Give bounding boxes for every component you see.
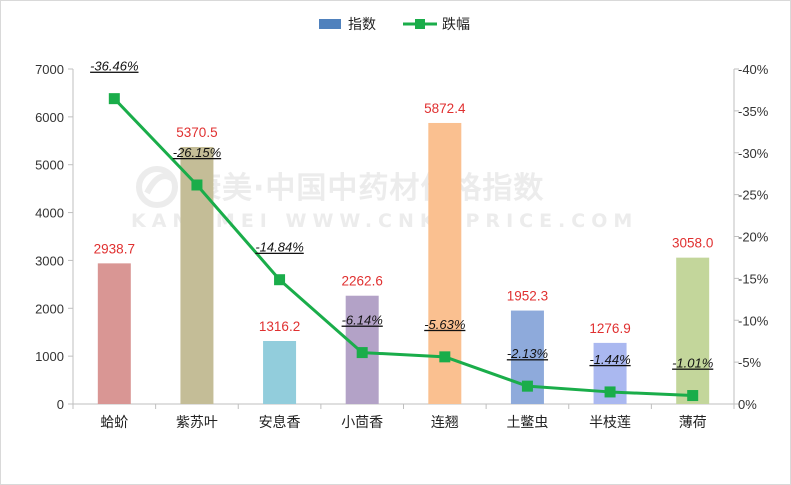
right-tick-label: -35% [738, 104, 769, 119]
legend-bar-label: 指数 [348, 17, 376, 33]
left-tick-label: 4000 [35, 206, 64, 221]
line-series [108, 93, 699, 402]
axes: 0 1000 2000 3000 4000 5000 6000 7000 0% -5% -10% -1… [35, 62, 769, 431]
category-label: 连翘 [431, 415, 459, 431]
right-tick-label: -5% [738, 355, 762, 370]
category-label: 薄荷 [679, 415, 707, 431]
bar [97, 263, 131, 404]
decline-value-label: -36.46% [90, 59, 138, 74]
left-tick-label: 6000 [35, 110, 64, 125]
bar [676, 257, 710, 404]
decline-value-label: -6.14% [342, 313, 383, 328]
right-tick-label: -10% [738, 313, 769, 328]
right-tick-label: -20% [738, 230, 769, 245]
bar-value-label: 2938.7 [94, 241, 135, 256]
bar-value-label: 5370.5 [176, 125, 217, 140]
category-label: 安息香 [259, 414, 301, 431]
decline-value-label: -14.84% [255, 240, 303, 255]
category-label: 小茴香 [341, 415, 383, 431]
left-tick-label: 2000 [35, 301, 64, 316]
right-tick-label: -25% [738, 188, 769, 203]
decline-value-label: -2.13% [507, 346, 548, 361]
bar-value-label: 1276.9 [589, 321, 630, 336]
line-point-marker [439, 351, 451, 363]
decline-value-label: -1.44% [589, 352, 630, 367]
bar-value-label: 3058.0 [672, 236, 713, 251]
category-label: 蛤蚧 [100, 415, 128, 431]
bar-value-label: 2262.6 [342, 274, 383, 289]
line-point-marker [108, 93, 120, 105]
bar [263, 341, 297, 404]
watermark: 康美·中国中药材价格指数 KANGMEI WWW.CNKMPRICE.COM [131, 166, 638, 232]
left-tick-label: 5000 [35, 158, 64, 173]
bar-value-label: 1316.2 [259, 319, 300, 334]
decline-value-label: -26.15% [173, 145, 221, 160]
line-point-marker [356, 347, 368, 359]
left-tick-label: 0 [57, 397, 64, 412]
category-label: 半枝莲 [589, 415, 631, 431]
line-point-marker [521, 380, 533, 392]
category-label: 土鳖虫 [506, 415, 548, 431]
bar-value-label: 1952.3 [507, 289, 548, 304]
right-tick-label: -15% [738, 271, 769, 286]
right-tick-label: 0% [738, 397, 757, 412]
line-point-marker [687, 390, 699, 402]
right-tick-label: -40% [738, 62, 769, 77]
legend-bar-swatch [319, 19, 341, 29]
legend: 指数 跌幅 [319, 17, 470, 33]
line-point-marker [191, 179, 203, 191]
decline-value-label: -5.63% [424, 317, 465, 332]
right-tick-label: -30% [738, 146, 769, 161]
line-point-marker [274, 274, 286, 286]
legend-line-label: 跌幅 [442, 17, 470, 33]
watermark-english-text: KANGMEI WWW.CNKMPRICE.COM [131, 210, 638, 232]
decline-value-label: -1.01% [672, 356, 713, 371]
left-tick-label: 1000 [35, 349, 64, 364]
legend-line-marker [415, 19, 425, 29]
category-label: 紫苏叶 [176, 415, 218, 431]
watermark-logo-icon [136, 166, 178, 208]
line-point-marker [604, 386, 616, 398]
left-tick-label: 3000 [35, 253, 64, 268]
left-tick-label: 7000 [35, 62, 64, 77]
watermark-chinese-text: 康美·中国中药材价格指数 [191, 171, 544, 206]
bar-value-label: 5872.4 [424, 101, 466, 116]
data-labels: 2938.7 5370.5 1316.2 2262.6 5872.4 1952.3 1276… [90, 59, 713, 371]
decline-line [113, 97, 693, 398]
